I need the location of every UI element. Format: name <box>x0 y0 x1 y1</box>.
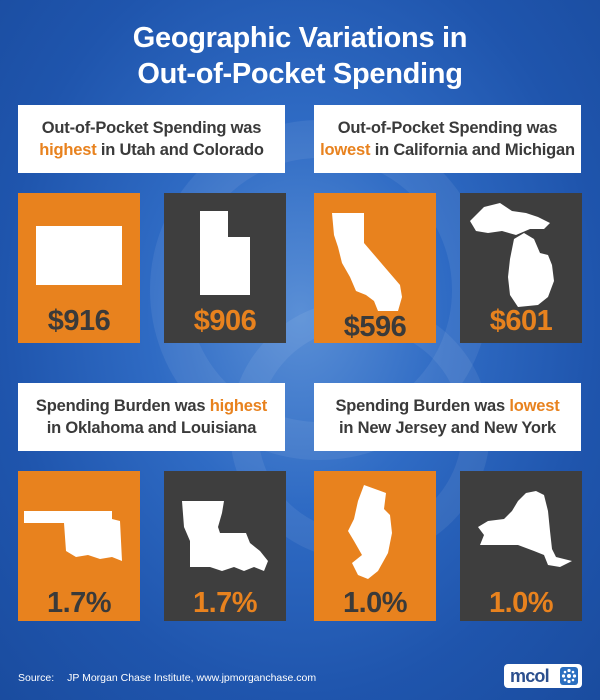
highlight-word: lowest <box>509 397 560 415</box>
highlight-word: highest <box>39 141 97 159</box>
card-utah: $906 <box>164 193 286 343</box>
card-louisiana: 1.7% <box>164 471 286 621</box>
card-value: $596 <box>343 311 407 343</box>
highlight-word: highest <box>209 397 268 415</box>
caption-oop-lowest: Out-of-Pocket Spending was lowest in Cal… <box>314 105 581 173</box>
highlight-word: lowest <box>320 141 371 159</box>
card-colorado: $916 <box>18 193 140 343</box>
logo-text: mcol <box>510 665 550 686</box>
card-value: 1.7% <box>46 587 112 619</box>
caption-burden-highest: Spending Burden was highest in Oklahoma … <box>18 383 285 451</box>
source-label: Source: <box>18 672 55 684</box>
card-value: 1.7% <box>192 587 258 619</box>
source-text: JP Morgan Chase Institute, www.jpmorganc… <box>67 672 317 684</box>
colorado-icon <box>36 226 122 285</box>
card-value: $601 <box>489 305 553 337</box>
title-line-2: Out-of-Pocket Spending <box>137 58 463 90</box>
card-michigan: $601 <box>460 193 582 343</box>
source-note: Source: JP Morgan Chase Institute, www.j… <box>18 672 316 684</box>
oklahoma-icon <box>24 511 122 561</box>
california-icon <box>332 213 402 311</box>
title-line-1: Geographic Variations in <box>132 22 468 54</box>
card-value: 1.0% <box>488 587 554 619</box>
louisiana-icon <box>182 501 268 571</box>
caption-burden-lowest: Spending Burden was lowest in New Jersey… <box>314 383 581 451</box>
caption-oop-highest: Out-of-Pocket Spending was highest in Ut… <box>18 105 285 173</box>
card-value: $916 <box>47 305 111 337</box>
page-title: Geographic Variations in Out-of-Pocket S… <box>0 20 600 92</box>
utah-icon <box>200 211 250 295</box>
new-york-icon <box>478 491 572 567</box>
new-jersey-icon <box>348 485 392 579</box>
mcol-logo: mcol <box>504 664 582 688</box>
card-new-jersey: 1.0% <box>314 471 436 621</box>
card-value: $906 <box>193 305 257 337</box>
michigan-icon <box>470 203 554 307</box>
card-california: $596 <box>314 193 436 343</box>
card-new-york: 1.0% <box>460 471 582 621</box>
card-value: 1.0% <box>342 587 408 619</box>
card-oklahoma: 1.7% <box>18 471 140 621</box>
logo-mark-icon <box>560 667 578 685</box>
